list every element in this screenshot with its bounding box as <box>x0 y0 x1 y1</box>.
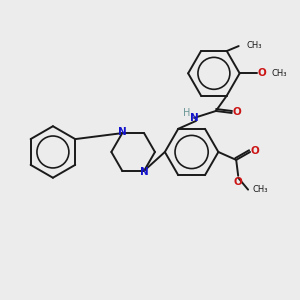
Text: O: O <box>250 146 260 156</box>
Text: N: N <box>140 167 148 177</box>
Text: O: O <box>257 68 266 78</box>
Text: N: N <box>118 127 127 136</box>
Text: CH₃: CH₃ <box>252 185 268 194</box>
Text: CH₃: CH₃ <box>247 40 262 50</box>
Text: CH₃: CH₃ <box>272 69 287 78</box>
Text: O: O <box>234 177 243 187</box>
Text: O: O <box>232 107 241 117</box>
Text: H: H <box>184 108 191 118</box>
Text: N: N <box>190 113 199 123</box>
